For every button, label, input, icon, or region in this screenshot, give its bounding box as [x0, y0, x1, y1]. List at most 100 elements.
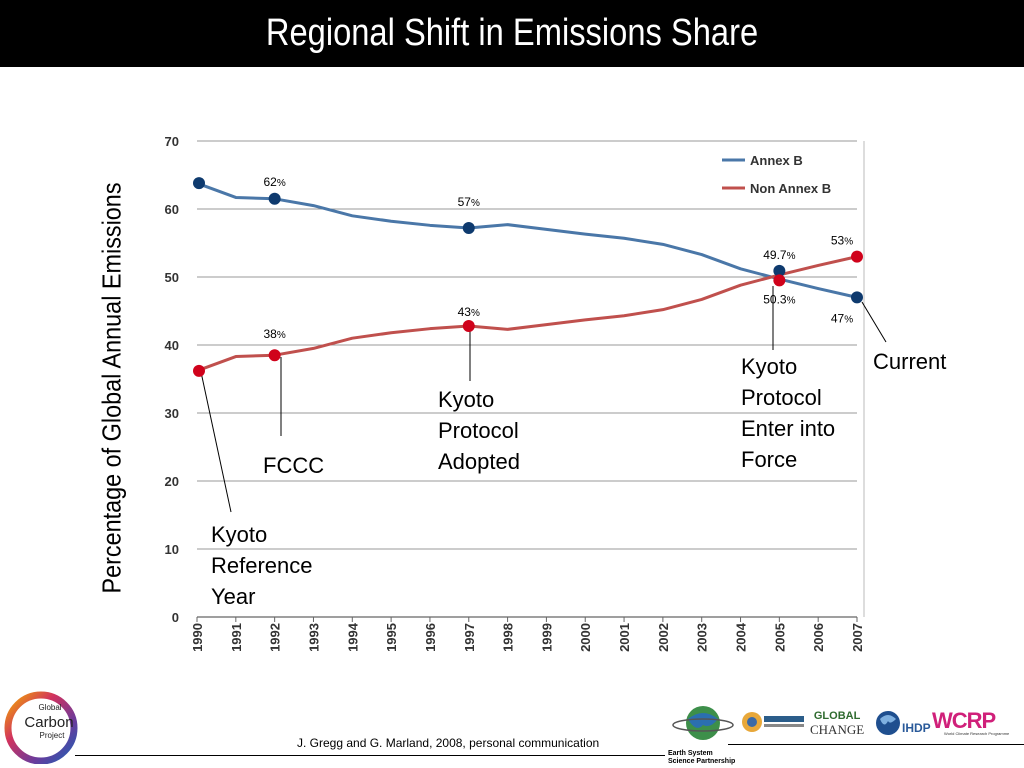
slide-title: Regional Shift in Emissions Share — [265, 12, 759, 54]
marker-non-annex-b-1997 — [462, 319, 475, 332]
y-tick-70: 70 — [165, 134, 179, 149]
y-tick-labels: 0 10 20 30 40 50 60 70 — [165, 134, 179, 625]
annotation-labels: Kyoto Reference Year FCCC Kyoto Protocol Adopt… — [211, 349, 946, 609]
x-tick-2001: 2001 — [617, 623, 632, 652]
annotation-line: FCCC — [263, 453, 324, 478]
marker-annex-b-1990 — [193, 177, 205, 190]
gridlines — [197, 140, 865, 618]
annotation-0: Kyoto Reference Year — [211, 522, 313, 609]
y-tick-10: 10 — [165, 542, 179, 557]
x-tick-2006: 2006 — [811, 623, 826, 652]
global-change-line2: CHANGE — [810, 722, 865, 737]
pct-label-non-annex-b-2005: 50.3% — [763, 292, 795, 306]
y-tick-30: 30 — [165, 406, 179, 421]
pct-label-annex-b-2005: 49.7% — [763, 248, 795, 262]
x-tick-1992: 1992 — [268, 623, 283, 652]
footer-divider — [75, 755, 665, 756]
footer-divider-right — [728, 744, 1024, 745]
marker-non-annex-b-1990 — [193, 364, 205, 377]
gcp-logo-line3: Project — [40, 731, 66, 740]
legend-label-0: Annex B — [750, 153, 803, 168]
annotation-4: Current — [873, 349, 946, 374]
pct-unit: % — [844, 314, 853, 325]
pct-label-annex-b-2007: 47% — [831, 311, 853, 325]
pct-label-non-annex-b-1997: 43% — [458, 305, 480, 319]
marker-annex-b-2005 — [773, 264, 786, 277]
x-tick-1995: 1995 — [384, 623, 399, 652]
annotation-line: Kyoto — [211, 522, 267, 547]
wcrp-logo-text: WCRP — [932, 708, 996, 733]
pct-unit: % — [277, 178, 286, 189]
pct-label-annex-b-1997: 57% — [458, 195, 480, 209]
x-tick-2000: 2000 — [578, 623, 593, 652]
global-carbon-project-logo: Global Carbon Project — [4, 691, 78, 764]
essp-globe-logo — [672, 706, 734, 740]
annotation-line: Kyoto — [741, 354, 797, 379]
x-tick-1993: 1993 — [306, 623, 321, 652]
annotation-line: Protocol — [741, 385, 822, 410]
x-tick-1996: 1996 — [423, 623, 438, 652]
gcp-logo-line2: Carbon — [24, 714, 73, 731]
pct-label-annex-b-1992: 62% — [264, 175, 286, 189]
x-tick-2005: 2005 — [772, 623, 787, 652]
marker-non-annex-b-2007 — [851, 250, 863, 263]
ihdp-logo-text: IHDP — [902, 721, 931, 735]
x-tick-1990: 1990 — [190, 623, 205, 652]
y-tick-0: 0 — [172, 610, 179, 625]
pct-label-non-annex-b-1992: 38% — [264, 327, 286, 341]
percent-labels: 62% 57% 49.7% 47% 38% 43% 50.3% 53% — [264, 175, 854, 341]
annotation-line: Current — [873, 349, 946, 374]
x-tick-1999: 1999 — [539, 623, 554, 652]
y-tick-20: 20 — [165, 474, 179, 489]
pct-unit: % — [787, 251, 796, 262]
annotation-line: Year — [211, 584, 255, 609]
ihdp-globe-icon — [876, 711, 900, 735]
x-tick-2004: 2004 — [734, 622, 749, 652]
diversitas-logo — [742, 712, 804, 732]
legend: Annex B Non Annex B — [722, 153, 831, 196]
global-change-logo: GLOBAL CHANGE — [810, 710, 864, 736]
series-line-annex-b — [196, 181, 858, 299]
annotation-2: Kyoto Protocol Adopted — [438, 387, 520, 474]
legend-label-1: Non Annex B — [750, 181, 831, 196]
marker-annex-b-1992 — [268, 192, 281, 205]
essp-line2: Science Partnership — [668, 758, 736, 765]
marker-non-annex-b-2005 — [773, 274, 786, 287]
annotation-line: Enter into — [741, 416, 835, 441]
marker-annex-b-2007 — [851, 291, 863, 304]
x-tick-2002: 2002 — [656, 623, 671, 652]
marker-non-annex-b-1992 — [268, 349, 281, 362]
annotation-line: Force — [741, 447, 797, 472]
essp-line1: Earth System — [668, 750, 713, 757]
y-tick-60: 60 — [165, 202, 179, 217]
x-tick-1994: 1994 — [345, 622, 360, 652]
pct-unit: % — [471, 308, 480, 319]
x-tick-1998: 1998 — [501, 623, 516, 652]
pct-unit: % — [787, 295, 796, 306]
x-tick-1997: 1997 — [462, 623, 477, 652]
annotation-line: Kyoto — [438, 387, 494, 412]
title-bar: Regional Shift in Emissions Share — [0, 0, 1024, 67]
annotation-line: Reference — [211, 553, 313, 578]
data-markers — [193, 177, 863, 377]
x-tick-1991: 1991 — [229, 623, 244, 652]
gcp-logo-line1: Global — [38, 703, 61, 712]
x-tick-2003: 2003 — [695, 623, 710, 652]
y-tick-40: 40 — [165, 338, 179, 353]
series-line-non-annex-b — [196, 255, 858, 373]
citation: J. Gregg and G. Marland, 2008, personal … — [297, 736, 600, 750]
annotation-pointer-0 — [200, 371, 232, 513]
annotation-line: Protocol — [438, 418, 519, 443]
annotation-1: FCCC — [263, 453, 324, 478]
pct-unit: % — [277, 330, 286, 341]
essp-logo-text: Earth System Science Partnership — [668, 750, 735, 766]
x-tick-labels: 1990 1991 1992 1993 1994 1995 1996 1997 1998 1999… — [190, 617, 865, 652]
annotation-pointer-4 — [861, 301, 887, 343]
pct-unit: % — [471, 198, 480, 209]
global-change-line1: GLOBAL — [813, 710, 861, 722]
annotation-line: Adopted — [438, 449, 520, 474]
pct-label-non-annex-b-2007: 53% — [831, 234, 853, 248]
annotation-3: Kyoto Protocol Enter into Force — [741, 354, 835, 472]
pct-unit: % — [844, 237, 853, 248]
x-tick-2007: 2007 — [850, 623, 865, 652]
